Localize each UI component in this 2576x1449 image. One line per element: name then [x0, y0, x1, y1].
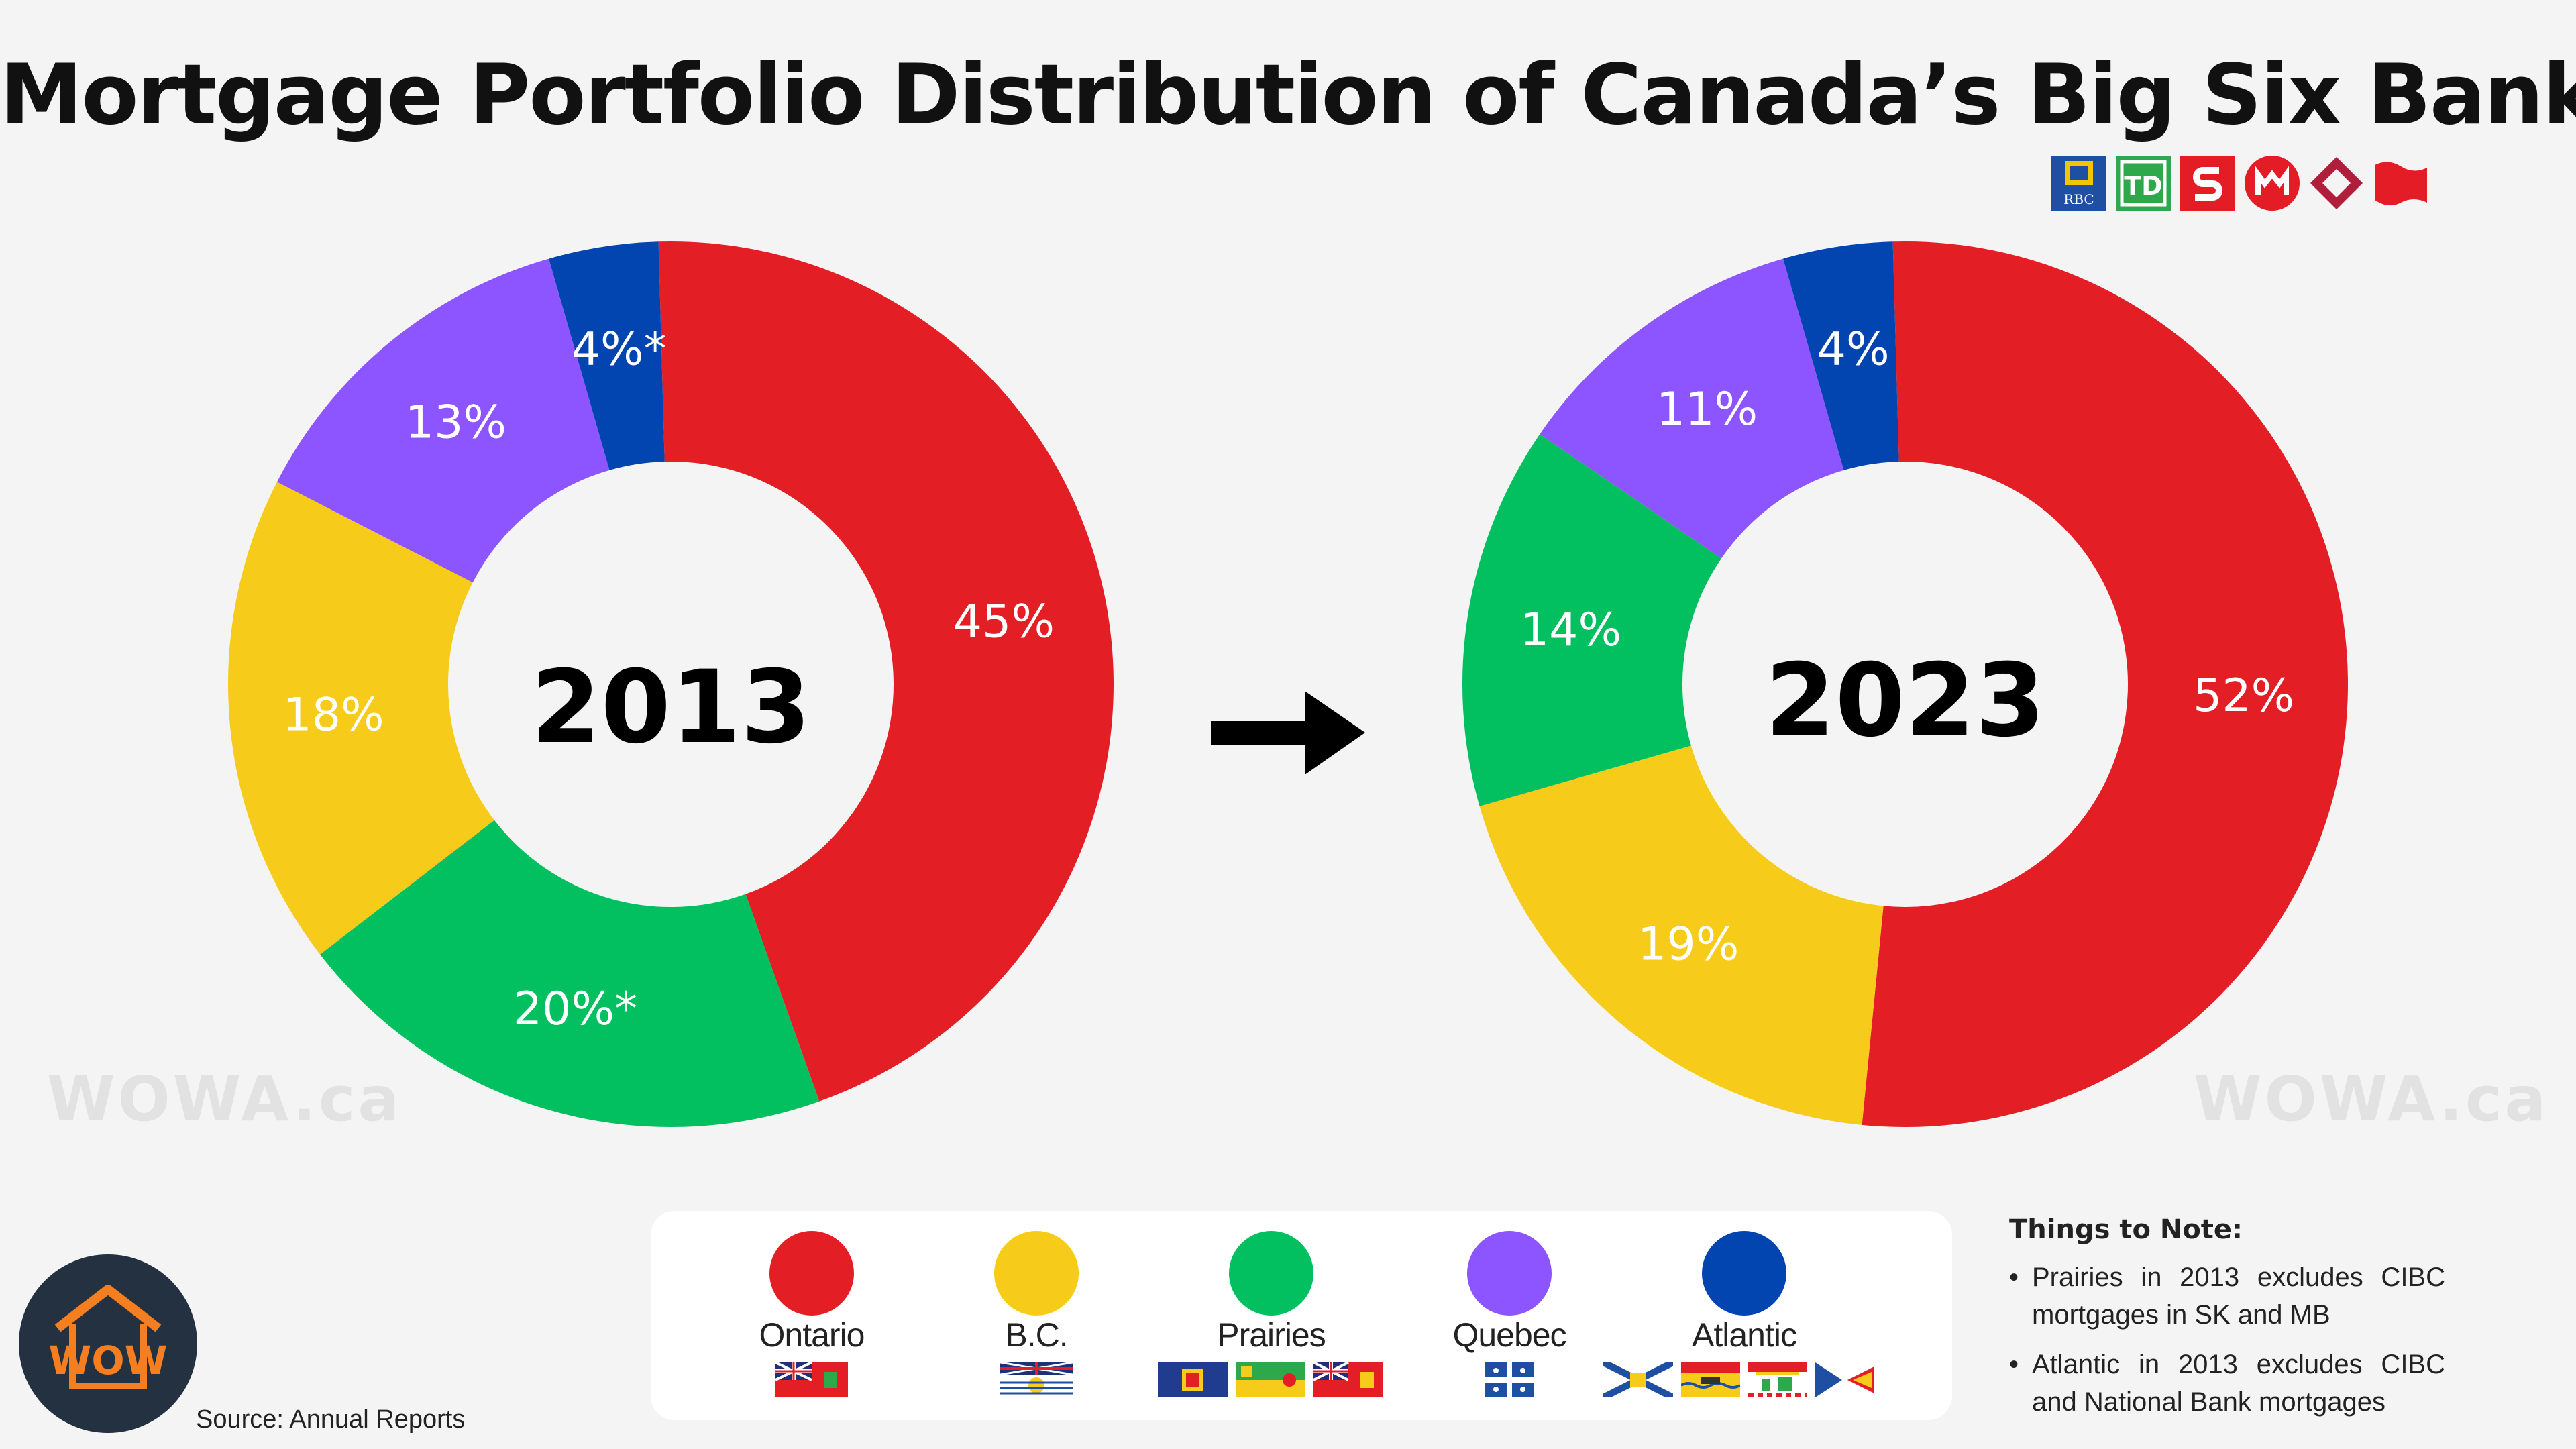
notes-title: Things to Note: [2009, 1214, 2243, 1245]
legend-item-atlantic: Atlantic [1603, 1211, 1874, 1420]
manitoba-flag-icon [1313, 1362, 1383, 1397]
ontario-flag-icon [775, 1362, 848, 1397]
legend-item-ontario: Ontario [724, 1211, 899, 1420]
donut-slice-quebec [1540, 258, 1844, 559]
legend-dot-bc [994, 1231, 1079, 1316]
bc-flag-icon [1000, 1362, 1073, 1397]
slice-label: 11% [1656, 383, 1758, 436]
donut-slice-ontario [658, 241, 1114, 1102]
source-note: Source: Annual Reports [196, 1405, 466, 1434]
bullet-icon: • [2009, 1350, 2019, 1379]
note-item: • Atlantic in 2013 excludes CIBC and Nat… [2009, 1346, 2445, 1421]
national-bank-logo [2375, 162, 2427, 206]
new-brunswick-flag-icon [1681, 1362, 1740, 1397]
slice-label: 4% [1817, 323, 1890, 376]
donut-center-year: 2013 [531, 649, 810, 766]
note-item: • Prairies in 2013 excludes CIBC mortgag… [2009, 1258, 2445, 1334]
slice-label: 18% [283, 688, 384, 741]
legend-item-quebec: Quebec [1422, 1211, 1597, 1420]
donut-slice-prairies [320, 820, 820, 1127]
legend-dot-prairies [1229, 1231, 1313, 1316]
slice-label: 19% [1638, 918, 1739, 971]
saskatchewan-flag-icon [1236, 1362, 1305, 1397]
slice-label: 52% [2193, 669, 2294, 722]
slice-label: 14% [1520, 604, 1621, 657]
donut-slice-atlantic [1783, 241, 1899, 470]
cibc-logo [2310, 157, 2363, 209]
donut-center-year: 2023 [1765, 643, 2045, 759]
legend-label: Ontario [759, 1316, 865, 1354]
donut-slice-bc [227, 482, 494, 955]
note-text: Atlantic in 2013 excludes CIBC and Natio… [2032, 1350, 2445, 1417]
bank-logos: RBC TD [2051, 156, 2428, 211]
scotiabank-logo [2180, 156, 2235, 211]
legend-item-bc: B.C. [949, 1211, 1124, 1420]
legend-label: Prairies [1217, 1316, 1326, 1354]
donut-slice-ontario [1862, 241, 2349, 1128]
alberta-flag-icon [1158, 1362, 1228, 1397]
donut-slice-bc [1479, 745, 1884, 1125]
donut-slice-quebec [276, 258, 610, 583]
td-logo: TD [2116, 156, 2171, 211]
arrow-right-icon [1211, 691, 1365, 775]
notes: Things to Note: • Prairies in 2013 exclu… [2009, 1214, 2445, 1433]
pei-flag-icon [1748, 1362, 1807, 1397]
donut-slice-atlantic [549, 241, 665, 470]
nova-scotia-flag-icon [1603, 1362, 1673, 1397]
watermark-left: WOWA.ca [47, 1063, 402, 1135]
slice-label: 20%* [513, 983, 637, 1036]
td-logo-text: TD [2124, 171, 2162, 201]
donut-slice-prairies [1462, 434, 1722, 806]
legend-dot-quebec [1467, 1231, 1552, 1316]
rbc-logo: RBC [2051, 156, 2106, 211]
bullet-icon: • [2009, 1263, 2019, 1292]
wowa-logo: WOW [19, 1254, 197, 1433]
watermark-right: WOWA.ca [2194, 1063, 2549, 1135]
legend-dot-atlantic [1702, 1231, 1786, 1316]
quebec-flag-icon [1485, 1362, 1534, 1397]
legend-label: Atlantic [1692, 1316, 1797, 1354]
bmo-logo [2245, 156, 2300, 211]
newfoundland-flag-icon [1815, 1362, 1874, 1397]
slice-label: 45% [953, 596, 1055, 649]
legend-item-prairies: Prairies [1158, 1211, 1383, 1420]
legend-label: B.C. [1005, 1316, 1068, 1354]
slice-label: 4%* [572, 323, 667, 376]
legend-label: Quebec [1452, 1316, 1566, 1354]
slice-label: 13% [405, 396, 506, 449]
wowa-logo-text: WOW [48, 1338, 167, 1383]
page-title: Mortgage Portfolio Distribution of Canad… [0, 47, 2576, 144]
legend: Ontario B.C. Prairies [651, 1211, 1952, 1420]
note-text: Prairies in 2013 excludes CIBC mortgages… [2032, 1263, 2445, 1330]
legend-dot-ontario [769, 1231, 854, 1316]
rbc-logo-text: RBC [2063, 191, 2094, 207]
